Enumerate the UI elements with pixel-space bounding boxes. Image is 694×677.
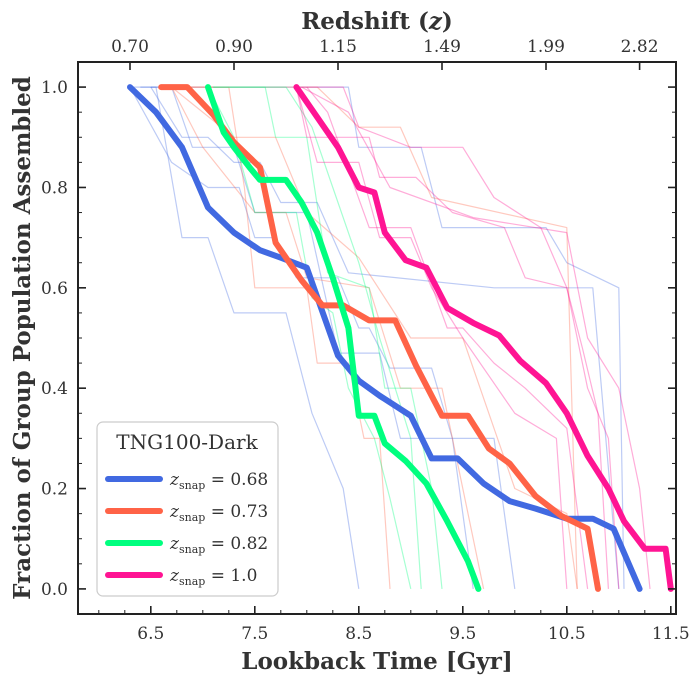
series-line-3 (293, 84, 674, 592)
series-line-1 (158, 84, 601, 592)
faint-line-11 (213, 86, 422, 589)
y-tick-label: 0.0 (41, 580, 68, 600)
faint-line-3 (150, 86, 625, 589)
x-tick-label: 10.5 (548, 624, 586, 644)
top-axis-ticks: 0.70 0.90 1.15 1.49 1.99 2.82 (111, 37, 659, 70)
top-tick-label: 0.90 (215, 37, 253, 57)
y-tick-label: 1.0 (41, 78, 68, 98)
top-tick-label: 1.49 (423, 37, 461, 57)
faint-line-13 (296, 86, 609, 589)
top-tick-label: 1.99 (527, 37, 565, 57)
y-axis-ticks: 0.0 0.2 0.4 0.6 0.8 1.0 (41, 78, 676, 600)
legend-label: zsnap = 0.73 (169, 502, 268, 524)
legend-label: zsnap = 1.0 (169, 566, 257, 588)
faint-line-4 (150, 86, 620, 589)
legend-label: zsnap = 0.68 (169, 470, 268, 492)
faint-line-8 (171, 86, 578, 589)
top-tick-label: 2.82 (621, 37, 659, 57)
top-tick-label: 1.15 (319, 37, 357, 57)
faint-line-0 (130, 86, 360, 589)
legend-box (96, 421, 279, 597)
x-tick-label: 6.5 (137, 624, 164, 644)
faint-line-15 (301, 86, 651, 589)
faint-line-6 (171, 86, 485, 590)
y-tick-label: 0.6 (41, 279, 68, 299)
faint-line-14 (295, 86, 620, 589)
x-axis-label: Lookback Time [Gyr] (241, 648, 512, 675)
y-axis-label: Fraction of Group Population Assembled (9, 76, 36, 600)
y-tick-label: 0.2 (41, 480, 68, 500)
main-series-lines (127, 84, 674, 592)
top-axis-title: Redshift (z) (301, 8, 453, 35)
legend-label: zsnap = 0.82 (169, 534, 268, 556)
series-line-2 (205, 84, 482, 592)
legend-entries: zsnap = 0.68 zsnap = 0.73 zsnap = 0.82 zsna… (105, 470, 268, 588)
top-tick-label: 0.70 (111, 37, 149, 57)
y-tick-label: 0.8 (41, 178, 68, 198)
faint-line-5 (171, 86, 391, 589)
x-tick-label: 11.5 (652, 624, 690, 644)
y-tick-label: 0.4 (41, 379, 68, 399)
x-tick-label: 7.5 (241, 624, 268, 644)
x-tick-label: 9.5 (449, 624, 476, 644)
legend-title: TNG100-Dark (116, 430, 258, 454)
x-axis-ticks: 6.5 7.5 8.5 9.5 10.5 11.5 (98, 606, 690, 644)
x-tick-label: 8.5 (345, 624, 372, 644)
